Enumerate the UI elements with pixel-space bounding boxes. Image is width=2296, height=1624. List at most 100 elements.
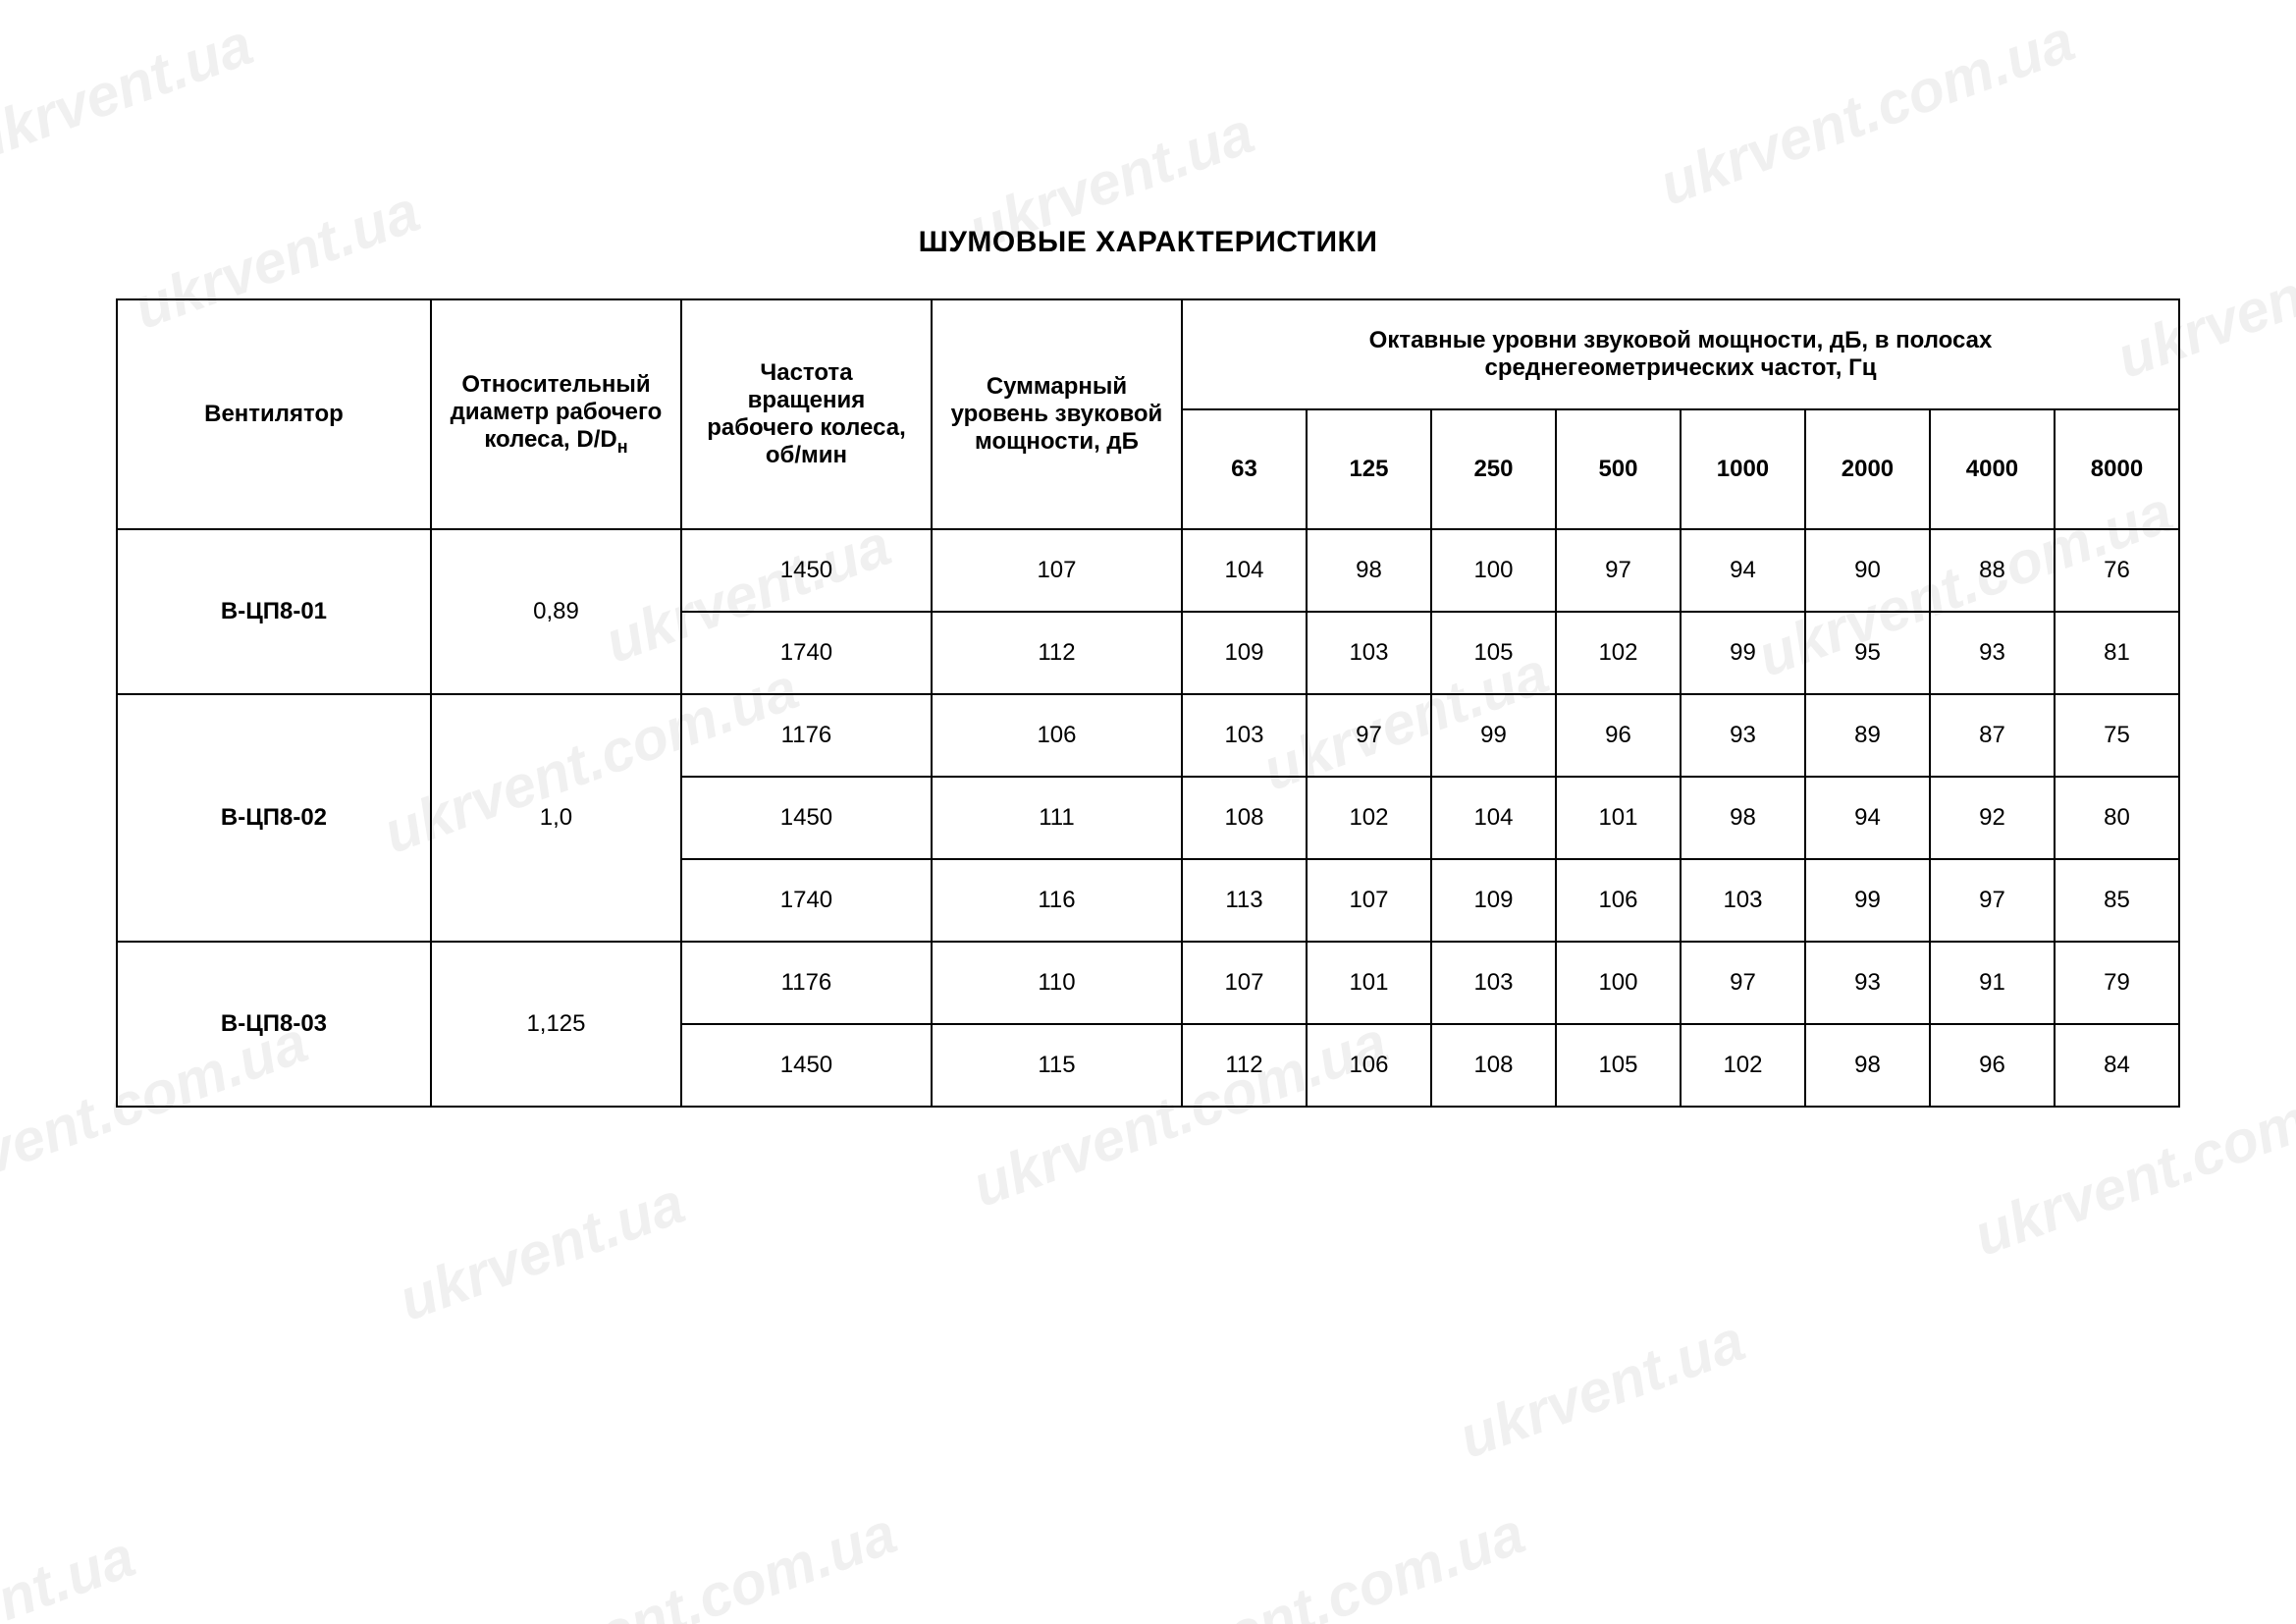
- col-header-octave: Октавные уровни звуковой мощности, дБ, в…: [1182, 299, 2179, 409]
- col-header-diameter: Относительный диаметр рабочего колеса, D…: [431, 299, 681, 529]
- cell-diameter: 1,125: [431, 942, 681, 1107]
- cell-sum: 107: [932, 529, 1182, 612]
- watermark-text: ukrvent.ua: [390, 1168, 693, 1334]
- cell-oct: 103: [1431, 942, 1556, 1024]
- noise-characteristics-table: Вентилятор Относительный диаметр рабочег…: [116, 298, 2180, 1108]
- cell-oct: 109: [1431, 859, 1556, 942]
- cell-oct: 103: [1307, 612, 1431, 694]
- cell-oct: 95: [1805, 612, 1930, 694]
- cell-rpm: 1450: [681, 777, 932, 859]
- cell-oct: 106: [1556, 859, 1681, 942]
- cell-oct: 98: [1307, 529, 1431, 612]
- table-row: В-ЦП8-02 1,0 1176 106 103 97 99 96 93 89…: [117, 694, 2179, 777]
- cell-oct: 102: [1307, 777, 1431, 859]
- cell-oct: 76: [2055, 529, 2179, 612]
- cell-oct: 93: [1805, 942, 1930, 1024]
- cell-oct: 93: [1681, 694, 1805, 777]
- cell-oct: 102: [1681, 1024, 1805, 1107]
- col-header-fan: Вентилятор: [117, 299, 431, 529]
- cell-oct: 109: [1182, 612, 1307, 694]
- cell-oct: 112: [1182, 1024, 1307, 1107]
- cell-oct: 97: [1556, 529, 1681, 612]
- cell-oct: 108: [1182, 777, 1307, 859]
- cell-oct: 91: [1930, 942, 2055, 1024]
- cell-fan: В-ЦП8-02: [117, 694, 431, 942]
- cell-sum: 110: [932, 942, 1182, 1024]
- cell-oct: 105: [1556, 1024, 1681, 1107]
- page-title: ШУМОВЫЕ ХАРАКТЕРИСТИКИ: [0, 226, 2296, 259]
- cell-diameter: 0,89: [431, 529, 681, 694]
- cell-oct: 106: [1307, 1024, 1431, 1107]
- cell-oct: 88: [1930, 529, 2055, 612]
- table-row: В-ЦП8-01 0,89 1450 107 104 98 100 97 94 …: [117, 529, 2179, 612]
- watermark-text: ukrvent.ua: [0, 1522, 143, 1624]
- cell-oct: 99: [1805, 859, 1930, 942]
- cell-sum: 112: [932, 612, 1182, 694]
- cell-oct: 107: [1307, 859, 1431, 942]
- cell-oct: 104: [1182, 529, 1307, 612]
- cell-oct: 103: [1681, 859, 1805, 942]
- cell-sum: 116: [932, 859, 1182, 942]
- cell-oct: 97: [1930, 859, 2055, 942]
- cell-oct: 94: [1805, 777, 1930, 859]
- col-header-freq: 500: [1556, 409, 1681, 529]
- cell-oct: 89: [1805, 694, 1930, 777]
- cell-oct: 94: [1681, 529, 1805, 612]
- page-content: ШУМОВЫЕ ХАРАКТЕРИСТИКИ Вентилятор Относи…: [0, 0, 2296, 1108]
- col-header-freq: 8000: [2055, 409, 2179, 529]
- cell-fan: В-ЦП8-03: [117, 942, 431, 1107]
- cell-sum: 106: [932, 694, 1182, 777]
- cell-oct: 108: [1431, 1024, 1556, 1107]
- cell-oct: 98: [1805, 1024, 1930, 1107]
- cell-sum: 111: [932, 777, 1182, 859]
- cell-oct: 81: [2055, 612, 2179, 694]
- col-header-freq: 1000: [1681, 409, 1805, 529]
- watermark-text: ukrvent.ua: [1450, 1306, 1753, 1472]
- table-row: В-ЦП8-03 1,125 1176 110 107 101 103 100 …: [117, 942, 2179, 1024]
- cell-oct: 107: [1182, 942, 1307, 1024]
- cell-oct: 104: [1431, 777, 1556, 859]
- cell-rpm: 1740: [681, 612, 932, 694]
- cell-oct: 102: [1556, 612, 1681, 694]
- cell-oct: 96: [1556, 694, 1681, 777]
- cell-fan: В-ЦП8-01: [117, 529, 431, 694]
- col-header-freq: 250: [1431, 409, 1556, 529]
- cell-oct: 105: [1431, 612, 1556, 694]
- cell-oct: 75: [2055, 694, 2179, 777]
- cell-oct: 113: [1182, 859, 1307, 942]
- cell-oct: 98: [1681, 777, 1805, 859]
- cell-oct: 99: [1431, 694, 1556, 777]
- col-header-freq: 2000: [1805, 409, 1930, 529]
- cell-oct: 87: [1930, 694, 2055, 777]
- cell-diameter: 1,0: [431, 694, 681, 942]
- cell-sum: 115: [932, 1024, 1182, 1107]
- watermark-text: ukrvent.com.ua: [473, 1498, 905, 1624]
- cell-rpm: 1450: [681, 1024, 932, 1107]
- cell-oct: 90: [1805, 529, 1930, 612]
- cell-oct: 92: [1930, 777, 2055, 859]
- cell-rpm: 1740: [681, 859, 932, 942]
- cell-oct: 85: [2055, 859, 2179, 942]
- cell-oct: 100: [1431, 529, 1556, 612]
- cell-rpm: 1450: [681, 529, 932, 612]
- col-header-sum: Суммарный уровень звуковой мощности, дБ: [932, 299, 1182, 529]
- table-body: В-ЦП8-01 0,89 1450 107 104 98 100 97 94 …: [117, 529, 2179, 1107]
- cell-oct: 100: [1556, 942, 1681, 1024]
- col-header-freq: 125: [1307, 409, 1431, 529]
- cell-oct: 103: [1182, 694, 1307, 777]
- cell-oct: 80: [2055, 777, 2179, 859]
- cell-oct: 99: [1681, 612, 1805, 694]
- cell-rpm: 1176: [681, 694, 932, 777]
- cell-oct: 79: [2055, 942, 2179, 1024]
- cell-rpm: 1176: [681, 942, 932, 1024]
- cell-oct: 96: [1930, 1024, 2055, 1107]
- watermark-text: ukrvent.com.ua: [1101, 1498, 1533, 1624]
- cell-oct: 93: [1930, 612, 2055, 694]
- cell-oct: 84: [2055, 1024, 2179, 1107]
- col-header-freq: 4000: [1930, 409, 2055, 529]
- col-header-freq: 63: [1182, 409, 1307, 529]
- cell-oct: 97: [1681, 942, 1805, 1024]
- cell-oct: 101: [1307, 942, 1431, 1024]
- col-header-rpm: Частота вращения рабочего колеса, об/мин: [681, 299, 932, 529]
- cell-oct: 97: [1307, 694, 1431, 777]
